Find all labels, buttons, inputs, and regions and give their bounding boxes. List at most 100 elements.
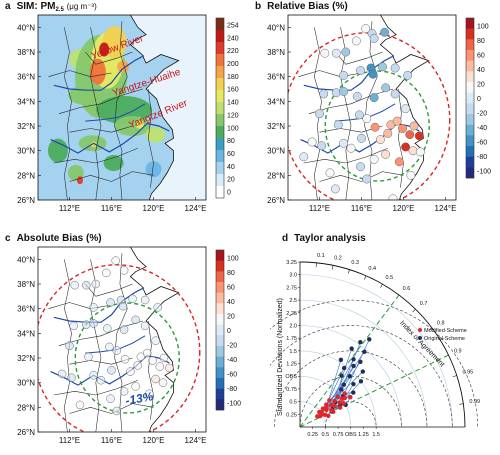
colorbar-frame xyxy=(465,17,475,179)
corr-tick xyxy=(452,375,457,378)
legend-original-label: Original-Scheme xyxy=(424,336,465,342)
corr-tick-label: 0.7 xyxy=(420,301,428,307)
y-tick-label: 1.5 xyxy=(289,349,297,355)
original-scheme-point xyxy=(351,357,356,362)
modified-scheme-point xyxy=(331,409,336,415)
pm25-field-patch xyxy=(135,120,144,129)
colorbar-segment xyxy=(216,138,224,151)
corr-tick xyxy=(428,327,433,331)
station-bias-marker xyxy=(356,66,365,75)
colorbar-tick-label: -80 xyxy=(477,154,487,161)
station-bias-marker xyxy=(142,348,152,358)
colorbar-segment xyxy=(466,124,474,136)
x-tick-label: 1.5 xyxy=(372,432,380,438)
std-arc xyxy=(299,274,453,428)
modified-scheme-point xyxy=(329,403,334,408)
station-bias-marker xyxy=(333,120,343,130)
panel-b-title-text: Relative Bias (%) xyxy=(267,1,348,12)
station-bias-marker xyxy=(370,122,380,132)
original-scheme-point xyxy=(358,359,363,365)
panel-a-title: a SIM: PM2.5 (μg m⁻³) xyxy=(5,1,97,13)
colorbar-segment xyxy=(216,126,224,139)
inner-region-circle xyxy=(74,302,180,414)
legend-modified-label: Modified-Scheme xyxy=(424,328,467,334)
colorbar-segment xyxy=(216,42,224,55)
y-tick-label: 1.75 xyxy=(286,336,297,342)
colorbar-tick-label: 20 xyxy=(477,81,485,88)
original-scheme-point xyxy=(338,357,344,362)
colorbar-tick-label: 200 xyxy=(227,61,239,68)
station-bias-marker xyxy=(401,104,411,114)
bias-annotation: -13% xyxy=(124,389,154,408)
modified-scheme-point xyxy=(342,395,347,401)
colorbar-segment xyxy=(466,135,474,147)
original-scheme-point xyxy=(347,374,352,379)
legend-original-marker xyxy=(418,336,422,340)
colorbar-segment xyxy=(466,114,474,125)
station-bias-marker xyxy=(119,266,129,275)
colorbar-tick-label: -100 xyxy=(477,169,491,176)
panel-c-title-text: Absolute Bias (%) xyxy=(16,233,102,244)
corr-tick-label: 0.3 xyxy=(351,260,359,266)
corr-tick-label: 0.8 xyxy=(437,320,445,326)
modified-scheme-point xyxy=(315,414,320,419)
y-tick-label: 2.25 xyxy=(286,311,297,317)
colorbar-segment xyxy=(466,28,474,40)
colorbar-segment xyxy=(216,335,224,347)
station-bias-marker xyxy=(151,374,160,384)
station-bias-marker xyxy=(315,109,324,119)
modified-scheme-point xyxy=(326,413,331,419)
relative-bias-colorbar: 100 80 60 40 20 0 -20 -40 -60 -80 -100 xyxy=(465,17,491,179)
station-bias-marker xyxy=(96,375,106,385)
lat-tick-label: 28°N xyxy=(267,171,285,180)
lon-tick-label: 112°E xyxy=(59,436,80,445)
station-bias-marker xyxy=(307,137,317,147)
lon-tick-label: 112°E xyxy=(59,204,80,213)
map-inner xyxy=(38,247,206,432)
pm25-field-patch xyxy=(77,176,83,185)
colorbar-segment xyxy=(216,260,224,272)
station-bias-marker xyxy=(75,400,85,410)
colorbar-segment xyxy=(216,174,224,187)
colorbar-tick-label: 40 xyxy=(227,299,235,306)
rmsd-arc xyxy=(270,325,453,428)
colorbar-segment xyxy=(466,103,474,115)
y-tick-label: 0.5 xyxy=(289,400,297,406)
corr-tick xyxy=(459,403,464,405)
corr-tick xyxy=(380,283,383,288)
province-border xyxy=(53,147,138,164)
colorbar-segment xyxy=(216,292,224,304)
province-border xyxy=(308,88,394,114)
rmsd-arc xyxy=(274,350,428,428)
station-bias-marker xyxy=(126,367,135,376)
original-scheme-point xyxy=(349,346,354,351)
station-bias-marker xyxy=(107,366,116,375)
colorbar-tick-label: 0 xyxy=(227,190,231,197)
colorbar-segment xyxy=(466,156,474,168)
station-bias-marker xyxy=(325,168,335,178)
station-bias-marker xyxy=(352,91,362,101)
station-bias-marker xyxy=(153,303,162,312)
colorbar-segment xyxy=(466,146,474,157)
modified-scheme-point xyxy=(332,404,338,409)
colorbar-segment xyxy=(216,378,224,389)
colorbar-segment xyxy=(216,346,224,357)
province-border xyxy=(148,88,154,188)
colorbar-segment xyxy=(216,54,224,67)
panel-a-title-unit: (μg m⁻³) xyxy=(66,2,97,11)
pm25-field-patch xyxy=(89,58,106,85)
station-bias-marker xyxy=(339,138,349,148)
station-bias-marker xyxy=(89,303,98,312)
reference-corr-line xyxy=(299,294,400,428)
lat-tick-label: 34°N xyxy=(267,97,285,106)
corr-tick-label: 0.9 xyxy=(454,348,462,354)
lat-tick-label: 26°N xyxy=(17,196,35,205)
y-tick-label: 0.25 xyxy=(286,412,297,418)
station-bias-marker xyxy=(106,298,115,307)
y-tick-label: 1.25 xyxy=(286,362,297,368)
station-bias-marker xyxy=(105,342,114,352)
original-scheme-point xyxy=(339,373,344,378)
panel-d-taylor: 0.1 0.2 0.3 0.4 0.5 0.6 0.7 0.8 0.9 0.95 0.99 0.25 0… xyxy=(270,253,480,438)
station-bias-marker xyxy=(84,352,93,362)
original-scheme-point xyxy=(358,340,363,345)
